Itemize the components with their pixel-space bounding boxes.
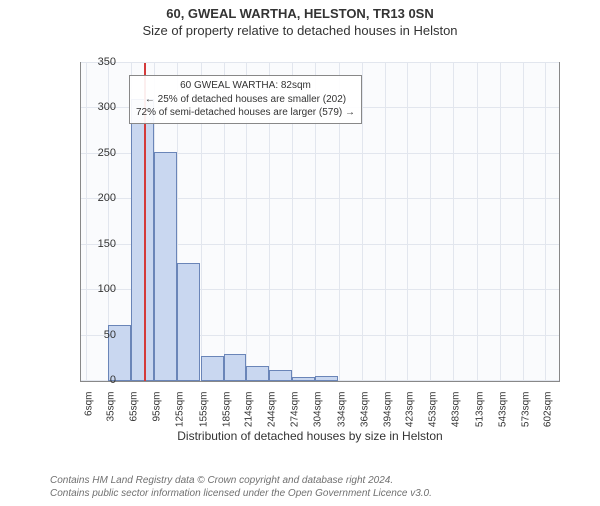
histogram-bar xyxy=(154,152,177,381)
plot-area: 60 GWEAL WARTHA: 82sqm ← 25% of detached… xyxy=(80,62,560,382)
gridline-v xyxy=(407,63,408,381)
histogram-bar xyxy=(201,356,224,381)
y-tick-label: 100 xyxy=(76,283,116,295)
histogram-bar xyxy=(269,370,292,381)
histogram-bar xyxy=(246,366,269,381)
y-tick-label: 50 xyxy=(76,329,116,341)
y-tick-label: 350 xyxy=(76,56,116,68)
gridline-h xyxy=(81,62,559,63)
histogram-bar xyxy=(315,376,338,381)
annotation-line: 72% of semi-detached houses are larger (… xyxy=(136,106,355,120)
y-tick-label: 0 xyxy=(76,374,116,386)
page-title: 60, GWEAL WARTHA, HELSTON, TR13 0SN xyxy=(0,6,600,21)
histogram-bar xyxy=(224,354,246,381)
footer-attribution: Contains HM Land Registry data © Crown c… xyxy=(50,474,432,500)
gridline-v xyxy=(545,63,546,381)
gridline-v xyxy=(430,63,431,381)
gridline-v xyxy=(500,63,501,381)
annotation-box: 60 GWEAL WARTHA: 82sqm ← 25% of detached… xyxy=(129,75,362,124)
y-tick-label: 250 xyxy=(76,147,116,159)
chart-container: Number of detached properties 60 GWEAL W… xyxy=(50,54,570,424)
gridline-v xyxy=(477,63,478,381)
page-subtitle: Size of property relative to detached ho… xyxy=(0,23,600,38)
annotation-line: ← 25% of detached houses are smaller (20… xyxy=(136,93,355,107)
gridline-v xyxy=(385,63,386,381)
y-tick-label: 150 xyxy=(76,238,116,250)
footer-line: Contains public sector information licen… xyxy=(50,487,432,500)
x-axis-label: Distribution of detached houses by size … xyxy=(50,429,570,443)
gridline-v xyxy=(453,63,454,381)
y-tick-label: 300 xyxy=(76,101,116,113)
gridline-v xyxy=(523,63,524,381)
annotation-line: 60 GWEAL WARTHA: 82sqm xyxy=(136,79,355,93)
y-tick-label: 200 xyxy=(76,192,116,204)
histogram-bar xyxy=(131,99,154,381)
footer-line: Contains HM Land Registry data © Crown c… xyxy=(50,474,432,487)
histogram-bar xyxy=(177,263,200,381)
histogram-bar xyxy=(292,377,315,381)
